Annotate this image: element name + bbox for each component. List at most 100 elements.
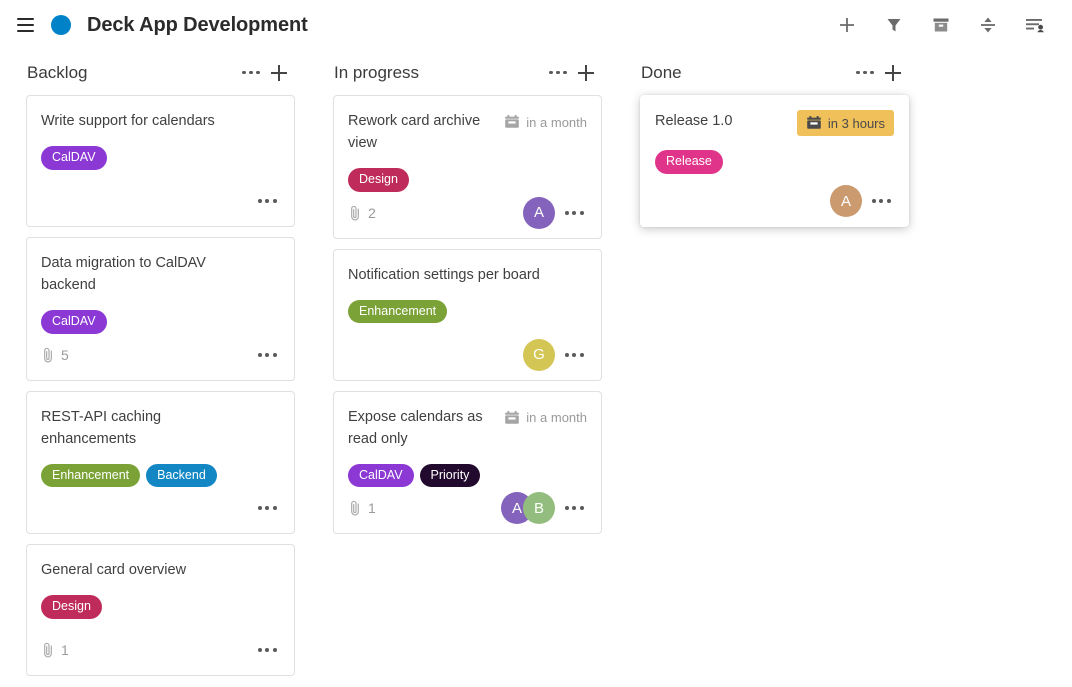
card-footer: 1 [41,629,280,675]
card-labels: Enhancement [348,299,587,323]
column-add-card-button[interactable] [879,59,907,87]
attachment-count-text: 2 [368,204,376,221]
paperclip-icon-glyph [44,347,52,362]
card-top-row: Notification settings per board [348,264,587,286]
card-top-row: Rework card archive view in a month [348,110,587,154]
card[interactable]: Expose calendars as read only in a month… [333,390,602,534]
card-menu-button[interactable] [561,495,587,521]
due-date-text: in a month [526,410,587,425]
attachment-count-text: 5 [61,346,69,363]
card-label[interactable]: CalDAV [41,146,107,170]
card-title: Notification settings per board [348,266,540,283]
card-title: Rework card archive view [348,113,481,151]
card-title: Write support for calendars [41,113,215,129]
card-label[interactable]: Priority [419,463,481,487]
card-footer [41,180,280,226]
plus-icon[interactable] [834,12,860,38]
attachment-count: 1 [41,642,69,658]
card[interactable]: Rework card archive view in a month Desig… [333,95,602,239]
column-card-list: Write support for calendars CalDAV Data mi… [0,95,307,676]
avatar[interactable]: B [523,492,555,524]
hamburger-icon[interactable] [12,12,38,38]
board-color-dot [51,15,71,35]
card-labels: CalDAV Priority [348,463,587,487]
collapse-icon[interactable] [975,12,1001,38]
card-labels: Enhancement Backend [41,463,280,487]
card-menu-button[interactable] [254,188,280,214]
card[interactable]: Notification settings per board Enhanceme… [333,248,602,381]
card[interactable]: Write support for calendars CalDAV [26,95,295,227]
card-top-row: REST-API caching enhancements [41,406,280,450]
card-label[interactable]: Release [655,150,723,174]
avatar[interactable]: A [523,196,555,229]
archive-icon[interactable] [928,12,954,38]
card-assignees: A [523,196,555,229]
card-labels: CalDAV [41,146,280,170]
card[interactable]: REST-API caching enhancements Enhancement… [26,390,295,534]
attachment-count: 5 [41,347,69,363]
plus-icon [885,64,901,81]
card-label[interactable]: Design [348,168,409,192]
board-column: Done Release 1.0 in 3 hours Release A [614,50,921,237]
kanban-board: Backlog Write support for calendars CalDA… [0,50,1072,687]
board-column: Backlog Write support for calendars CalDA… [0,50,307,686]
app-header: Deck App Development [0,0,1072,50]
card[interactable]: General card overview Design 1 [26,544,295,676]
card-label[interactable]: Enhancement [41,463,141,487]
calendar-icon-glyph [505,410,520,424]
details-sidebar-icon[interactable] [1022,12,1048,38]
column-card-list: Release 1.0 in 3 hours Release A [614,95,921,227]
column-title: In progress [334,62,420,82]
column-title: Done [641,62,682,82]
attachment-count: 2 [348,205,376,221]
paperclip-icon-glyph [351,500,359,516]
column-header: Backlog [0,50,307,95]
attachment-count: 1 [348,500,376,516]
card-title: General card overview [41,562,187,578]
avatar[interactable]: A [830,185,862,217]
card-label[interactable]: CalDAV [348,463,414,487]
column-menu-button[interactable] [237,59,265,87]
paperclip-icon-glyph [351,205,359,220]
page-title: Deck App Development [87,13,308,36]
column-add-card-button[interactable] [572,59,600,87]
card-footer: G [348,334,587,380]
card-label[interactable]: Enhancement [348,299,448,323]
filter-icon[interactable] [881,12,907,38]
avatar[interactable]: G [523,338,555,371]
board-column: In progress Rework card archive view in … [307,50,614,544]
card-menu-button[interactable] [254,637,280,663]
card[interactable]: Data migration to CalDAV backend CalDAV 5 [26,237,295,381]
card-label[interactable]: Backend [146,463,217,487]
card[interactable]: Release 1.0 in 3 hours Release A [640,95,909,227]
card-menu-button[interactable] [561,342,587,368]
card-menu-button[interactable] [254,342,280,368]
card-labels: Release [655,150,894,174]
card-title: REST-API caching enhancements [41,408,162,447]
card-menu-button[interactable] [868,188,894,214]
card-top-row: Data migration to CalDAV backend [41,252,280,296]
card-labels: Design [41,595,280,619]
card-menu-button[interactable] [561,200,587,226]
card-due-date: in 3 hours [796,110,894,136]
column-add-card-button[interactable] [265,59,293,87]
calendar-icon-glyph [807,116,821,129]
plus-icon [578,64,594,81]
card-title: Data migration to CalDAV backend [41,255,206,293]
column-menu-button[interactable] [544,59,572,87]
card-label[interactable]: CalDAV [41,310,107,334]
card-title: Release 1.0 [655,113,733,129]
card-top-row: General card overview [41,559,280,581]
card-label[interactable]: Design [41,595,102,619]
card-footer: 5 [41,334,280,380]
card-top-row: Write support for calendars [41,110,280,132]
column-title: Backlog [27,62,88,82]
card-menu-button[interactable] [254,495,280,521]
attachment-count-text: 1 [368,500,376,516]
card-assignees: A [830,185,862,217]
calendar-icon-glyph [505,115,520,128]
column-menu-button[interactable] [851,59,879,87]
card-assignees: G [523,338,555,371]
